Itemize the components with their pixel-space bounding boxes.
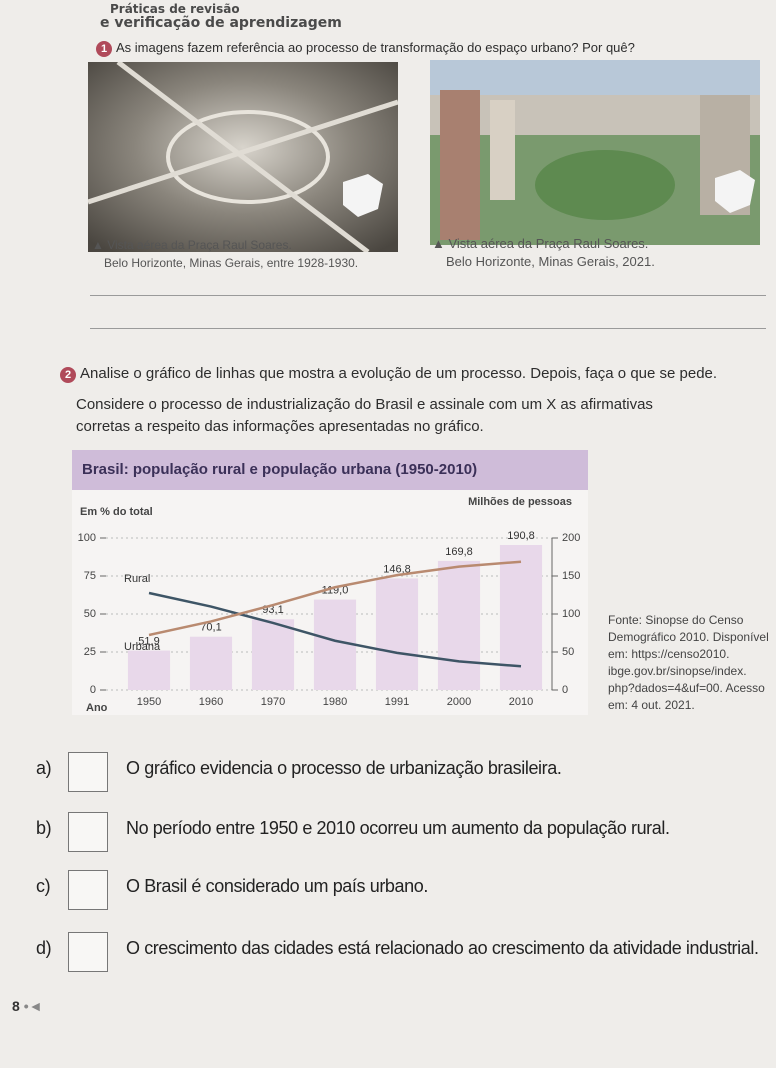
option-letter: a) [36,758,52,778]
y2-tick-label: 200 [562,532,580,544]
caption-line1: Vista aérea da Praça Raul Soares. [107,238,292,252]
option-letter: d) [36,938,52,958]
source-line: em: https://censo2010. [608,647,730,661]
caption-line1: Vista aérea da Praça Raul Soares. [448,236,649,251]
header-line1: Práticas de revisão [110,2,240,16]
question-number: 2 [60,367,76,383]
x-tick-label: 1991 [385,696,409,708]
bar [499,544,543,690]
checkbox[interactable] [68,752,108,792]
bar [375,578,419,690]
bar [251,619,295,690]
bar [437,560,481,690]
x-axis-label: Ano [86,702,108,714]
y2-tick-label: 50 [562,646,574,658]
source: Fonte: Sinopse do Censo Demográfico 2010.… [608,612,769,714]
x-tick-label: 1950 [137,696,161,708]
y-tick-label: 100 [78,532,96,544]
y-tick-label: 50 [84,608,96,620]
y-tick-label: 0 [90,684,96,696]
y-tick-label: 75 [84,570,96,582]
y2-tick-label: 100 [562,608,580,620]
value-label: 119,0 [322,584,349,596]
source-line: Demográfico 2010. Disponível [608,630,769,644]
instruction-line2: corretas a respeito das informações apre… [76,418,484,435]
photo-new [430,60,760,245]
y2-tick-label: 0 [562,684,568,696]
line-label: Urbana [124,641,161,653]
source-line: em: 4 out. 2021. [608,698,695,712]
x-tick-label: 1970 [261,696,285,708]
checkbox[interactable] [68,932,108,972]
option-text: O crescimento das cidades está relaciona… [126,938,759,958]
x-tick-label: 1960 [199,696,223,708]
value-label: 190,8 [507,530,535,542]
bar [189,636,233,690]
x-tick-label: 2000 [447,696,471,708]
y2-tick-label: 150 [562,570,580,582]
question2-intro: 2 Analise o gráfico de linhas que mostra … [60,365,717,383]
caption: ▲ Vista aérea da Praça Raul Soares. [92,238,292,252]
y-tick-label: 25 [84,646,96,658]
option-letter: c) [36,876,51,896]
x-tick-label: 1980 [323,696,347,708]
line [148,560,522,637]
value-label: 70,1 [200,622,221,634]
value-label: 146,8 [383,563,411,575]
chart-title: Brasil: população rural e população urba… [82,461,477,478]
caption: ▲ Vista aérea da Praça Raul Soares. [432,236,649,251]
option-text: O Brasil é considerado um país urbano. [126,876,428,896]
bar [127,650,171,690]
y2-axis-label: Milhões de pessoas [468,496,572,508]
question1: 1 As imagens fazem referência ao processo… [96,40,635,57]
x-tick-label: 2010 [509,696,533,708]
option-letter: b) [36,818,52,838]
line [148,591,522,668]
y-axis-label: Em % do total [80,506,153,518]
page-number-text: 8 [12,998,20,1014]
value-label: 51,9 [138,635,159,647]
question-number: 1 [96,41,112,57]
answer-line [90,295,766,296]
caption-line2: Belo Horizonte, Minas Gerais, 2021. [446,254,655,269]
question-text: As imagens fazem referência ao processo … [116,40,635,55]
checkbox[interactable] [68,812,108,852]
line-label: Rural [124,573,150,585]
option-text: O gráfico evidencia o processo de urbani… [126,758,562,778]
title-bar [72,450,588,490]
value-label: 169,8 [445,546,473,558]
caption-line2: Belo Horizonte, Minas Gerais, entre 1928… [104,256,359,270]
answer-line [90,328,766,329]
source-line: ibge.gov.br/sinopse/index. [608,664,747,678]
source-line: Fonte: Sinopse do Censo [608,613,744,627]
photo-old [88,62,398,252]
page-number: 8 •◄ [12,998,43,1014]
header-line2: e verificação de aprendizagem [100,15,342,31]
intro-text: Analise o gráfico de linhas que mostra a… [80,365,718,382]
option-text: No período entre 1950 e 2010 ocorreu um … [126,818,670,838]
chart: Brasil: população rural e população urba… [72,450,588,715]
checkbox[interactable] [68,870,108,910]
source-line: php?dados=4&uf=00. Acesso [608,681,765,695]
instruction-line1: Considere o processo de industrialização… [76,396,653,413]
